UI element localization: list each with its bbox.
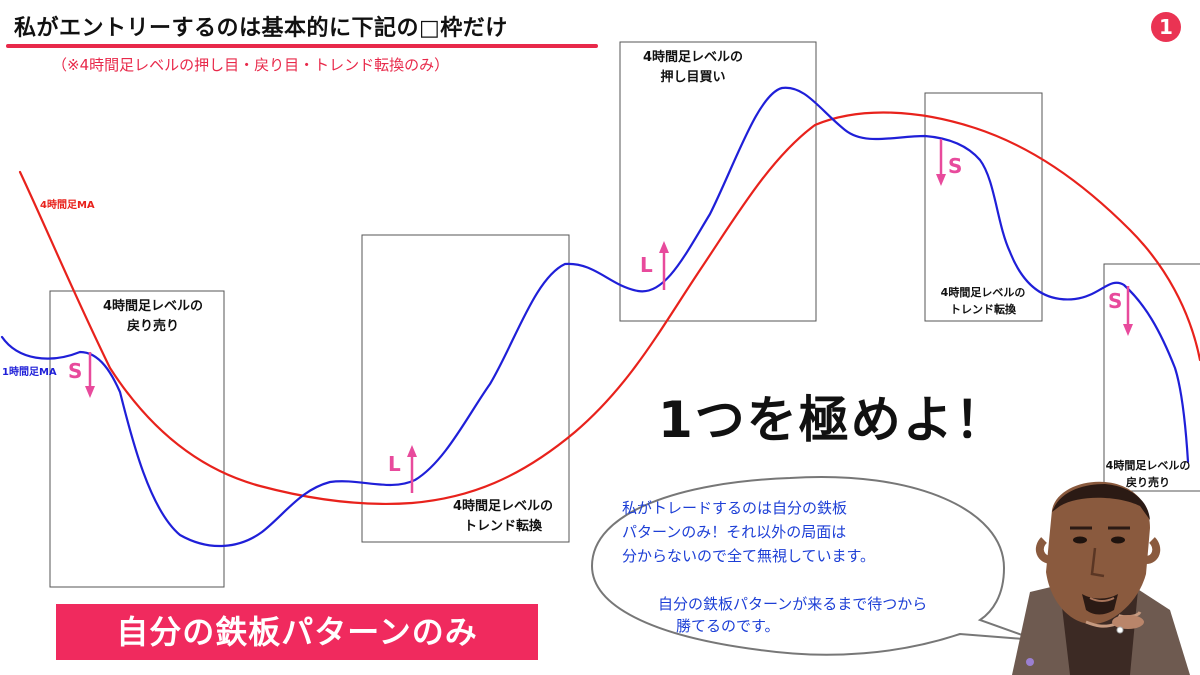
zone-label-2-line1: 4時間足レベルの <box>452 499 554 514</box>
zone-label-5-line2: 戻り売り <box>1126 475 1170 489</box>
speech-bubble <box>590 476 1037 656</box>
ma-1h-label: 1時間足MA <box>2 367 57 378</box>
zone-label-5: 4時間足レベルの 戻り売り <box>1096 458 1200 491</box>
zone-label-4-line2: トレンド転換 <box>950 302 1016 316</box>
sell-tag-1: S <box>68 359 83 383</box>
zone-label-5-line1: 4時間足レベルの <box>1105 459 1191 472</box>
zone-label-4: 4時間足レベルの トレンド転換 <box>918 285 1048 318</box>
buy-tag-1: L <box>388 452 401 476</box>
bubble-line-2: パターンのみ！それ以外の局面は <box>622 523 847 541</box>
buy-arrow-1 <box>407 445 417 493</box>
zone-label-1-line2: 戻り売り <box>126 319 179 335</box>
zone-label-1-line1: 4時間足レベルの <box>102 299 204 314</box>
zone-label-2: 4時間足レベルの トレンド転換 <box>428 497 578 537</box>
zone-box-4 <box>924 92 1043 322</box>
zone-label-3: 4時間足レベルの 押し目買い <box>618 48 768 88</box>
zone-label-3-line2: 押し目買い <box>660 70 726 86</box>
zone-box-3 <box>619 41 817 322</box>
zone-box-5 <box>1103 263 1200 492</box>
bubble-line-4: 自分の鉄板パターンが来るまで待つから <box>658 595 928 613</box>
page-subtitle: （※4時間足レベルの押し目・戻り目・トレンド転換のみ） <box>52 56 450 74</box>
zone-label-2-line2: トレンド転換 <box>463 519 542 535</box>
page-title: 私がエントリーするのは基本的に下記の□枠だけ <box>14 16 508 41</box>
sell-arrow-3 <box>1123 286 1133 336</box>
buy-tag-2: L <box>640 253 653 277</box>
buy-arrow-2 <box>659 241 669 290</box>
zone-box-2 <box>361 234 570 543</box>
sell-tag-3: S <box>1108 289 1123 313</box>
banner: 自分の鉄板パターンのみ <box>56 604 538 660</box>
bubble-line-1: 私がトレードするのは自分の鉄板 <box>622 499 848 517</box>
sell-tag-2: S <box>948 154 963 178</box>
ma-1h-line <box>0 86 1190 547</box>
zone-label-3-line1: 4時間足レベルの <box>642 50 744 65</box>
bubble-line-5: 勝てるのです。 <box>676 617 780 635</box>
title-underline <box>6 44 598 48</box>
catchphrase: 1つを極めよ！ <box>658 391 1007 449</box>
sell-arrow-2 <box>936 139 946 186</box>
portrait-illustration <box>1012 481 1190 675</box>
ma-4h-line <box>18 111 1200 505</box>
ma-4h-label: 4時間足MA <box>40 200 95 211</box>
zone-box-1 <box>49 290 225 588</box>
bubble-line-3: 分からないので全て無視しています。 <box>622 547 876 565</box>
zone-label-4-line1: 4時間足レベルの <box>940 286 1026 299</box>
sell-arrow-1 <box>85 352 95 398</box>
page-number-badge: 1 <box>1151 12 1181 42</box>
zone-label-1: 4時間足レベルの 戻り売り <box>78 297 228 337</box>
